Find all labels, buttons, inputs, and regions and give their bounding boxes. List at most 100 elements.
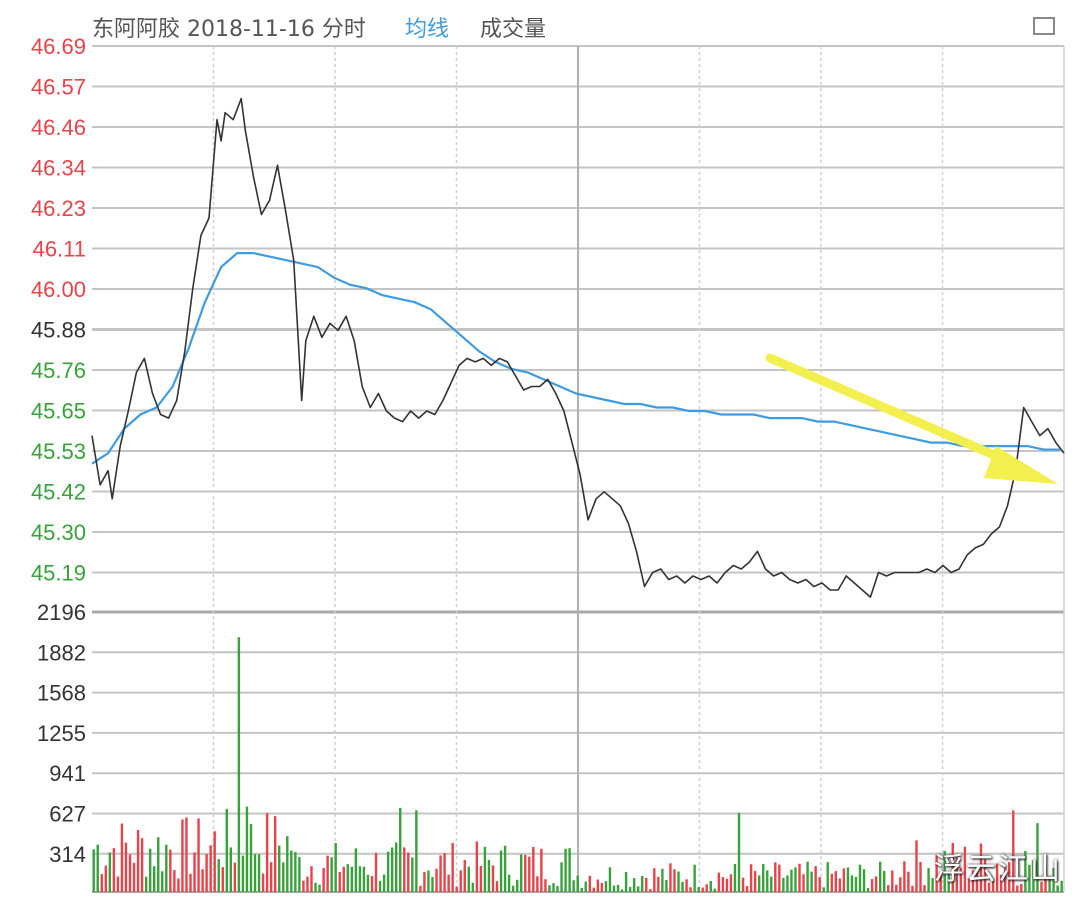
volume-bar	[806, 861, 809, 892]
volume-bar	[411, 857, 414, 892]
volume-bar	[632, 878, 636, 892]
volume-bar	[269, 862, 273, 892]
volume-bar	[362, 866, 366, 892]
volume-bar	[669, 863, 672, 892]
volume-bar	[596, 879, 600, 892]
volume-bar	[394, 842, 398, 892]
volume-bar	[959, 867, 963, 892]
volume-bar	[487, 859, 491, 892]
volume-bar	[588, 875, 591, 892]
watermark: 浮云江山	[934, 852, 1062, 887]
trend-arrow-shaft	[765, 353, 1015, 467]
volume-bar	[705, 884, 708, 892]
volume-bar	[818, 877, 821, 892]
settings-icon[interactable]	[1033, 17, 1055, 35]
volume-bar	[975, 866, 979, 892]
volume-bar	[1012, 810, 1015, 892]
volume-bar	[636, 886, 640, 892]
price-tick-label: 45.53	[31, 439, 86, 464]
volume-bar	[342, 866, 345, 892]
volume-bar	[217, 859, 220, 892]
volume-bar	[338, 871, 341, 892]
volume-bar	[713, 888, 717, 892]
volume-tick-label: 2196	[37, 600, 86, 625]
volume-bar	[661, 868, 664, 892]
volume-bar	[148, 848, 152, 892]
volume-bar	[641, 876, 644, 892]
volume-bar	[653, 868, 656, 892]
volume-bar	[528, 856, 531, 892]
volume-bar	[435, 868, 438, 892]
volume-bar	[140, 838, 144, 892]
volume-bar	[120, 823, 124, 892]
volume-bar	[354, 848, 358, 892]
volume-bar	[302, 880, 305, 892]
volume-bar	[374, 852, 378, 892]
volume-bar	[612, 885, 616, 892]
volume-bar	[878, 861, 882, 892]
volume-bar	[810, 871, 813, 892]
volume-bar	[709, 880, 712, 892]
volume-bar	[386, 851, 390, 892]
y-axis-labels: 46.69 46.57 46.46 46.34 46.23 46.11 46.00 45.88…	[31, 34, 86, 867]
volume-bar	[520, 854, 523, 892]
volume-bar	[152, 866, 156, 892]
volume-bar	[407, 852, 410, 892]
volume-bar	[253, 854, 257, 892]
volume-tick-label: 941	[49, 761, 86, 786]
volume-bar	[693, 864, 696, 892]
volume-bar	[673, 869, 676, 892]
volume-bar	[770, 876, 773, 892]
trend-arrow	[765, 353, 1058, 484]
volume-bar	[177, 878, 180, 892]
price-tick-label: 46.46	[31, 115, 86, 140]
volume-bar	[786, 875, 789, 892]
volume-bar	[762, 864, 765, 892]
volume-bar	[209, 845, 212, 892]
volume-bar	[257, 854, 261, 892]
price-tick-label: 45.30	[31, 520, 86, 545]
volume-bar	[939, 875, 942, 892]
volume-bar	[370, 876, 374, 892]
volume-bar	[814, 866, 817, 892]
volume-bar	[451, 842, 454, 892]
volume-bar	[778, 864, 781, 892]
volume-bar	[580, 887, 583, 892]
volume-tick-label: 1255	[37, 721, 86, 746]
volume-bar	[241, 855, 245, 892]
volume-bar	[846, 867, 850, 892]
volume-bar	[741, 877, 745, 892]
volume-bar	[403, 847, 406, 892]
volume-bar	[798, 863, 801, 892]
volume-bar	[1004, 867, 1007, 892]
volume-legend: 成交量	[480, 17, 546, 42]
volume-bar	[967, 878, 971, 892]
volume-bar	[568, 848, 571, 892]
volume-bar	[181, 819, 184, 892]
volume-bar	[1044, 867, 1047, 892]
volume-bar	[189, 873, 192, 892]
volume-bar	[935, 855, 938, 892]
volume-bars	[92, 637, 1063, 892]
volume-bar	[503, 845, 507, 892]
volume-tick-label: 1568	[37, 681, 86, 706]
volume-bar	[883, 870, 886, 892]
volume-bar	[649, 889, 652, 892]
volume-bar	[999, 874, 1003, 892]
volume-bar	[205, 854, 208, 892]
volume-bar	[927, 868, 930, 892]
volume-bar	[991, 878, 995, 892]
volume-bar	[495, 881, 499, 892]
volume-bar	[790, 869, 793, 892]
volume-bar	[963, 846, 967, 892]
volume-bar	[282, 862, 285, 892]
price-tick-label: 46.69	[31, 34, 86, 59]
volume-bar	[891, 870, 894, 892]
volume-bar	[544, 879, 547, 892]
volume-bar	[399, 807, 402, 892]
volume-bar	[842, 868, 846, 892]
volume-bar	[1032, 860, 1035, 892]
price-tick-label: 46.11	[33, 237, 86, 262]
volume-bar	[838, 878, 842, 892]
